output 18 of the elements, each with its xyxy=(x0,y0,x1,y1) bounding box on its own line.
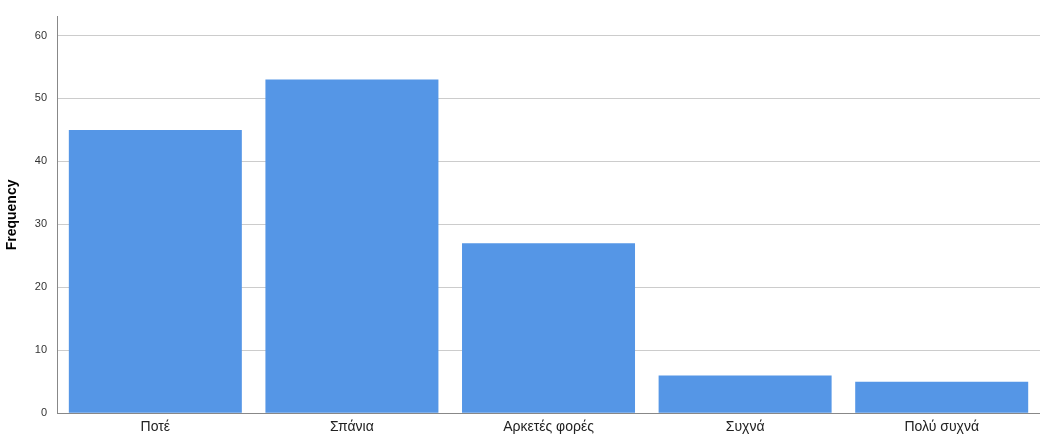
y-tick-label: 10 xyxy=(34,343,48,356)
x-tick-label: Αρκετές φορές xyxy=(503,418,595,435)
bar xyxy=(855,381,1029,413)
bar xyxy=(658,375,832,413)
x-tick-label: Συχνά xyxy=(725,418,765,435)
x-tick-label: Ποτέ xyxy=(140,418,171,435)
y-tick-label: 0 xyxy=(40,406,48,419)
y-tick-label: 30 xyxy=(34,217,48,230)
x-tick-label: Πολύ συχνά xyxy=(904,418,979,435)
x-tick-label: Σπάνια xyxy=(330,418,374,435)
y-tick-label: 60 xyxy=(34,28,48,41)
y-tick-label: 40 xyxy=(34,154,48,167)
y-tick-label: 50 xyxy=(34,91,48,104)
bar xyxy=(68,129,242,413)
bar xyxy=(462,243,636,413)
y-tick-label: 20 xyxy=(34,280,48,293)
bar xyxy=(265,79,439,413)
y-axis-title: Frequency xyxy=(3,179,20,251)
